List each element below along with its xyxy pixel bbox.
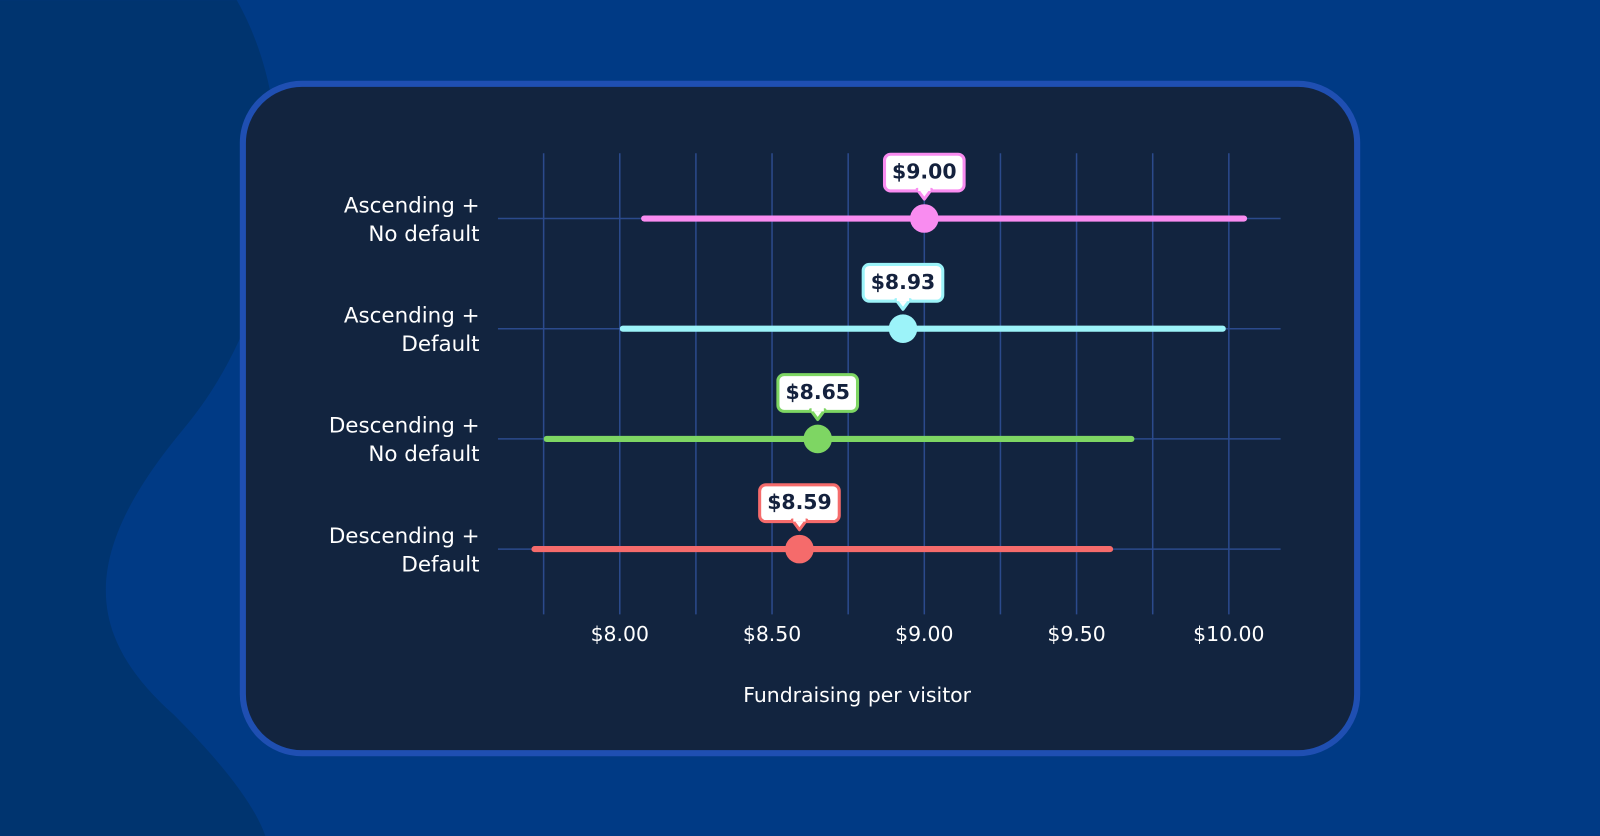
category-label: No default [368, 222, 479, 247]
value-label: $9.00 [892, 160, 957, 184]
value-label-pointer-cover [896, 297, 910, 302]
background-wave [0, 0, 278, 836]
category-label: Default [401, 552, 479, 577]
point [888, 314, 918, 343]
category-label: Descending + [329, 414, 480, 439]
point [785, 534, 814, 564]
value-label-pointer-cover [811, 407, 824, 412]
value-label-pointer-cover [793, 517, 806, 522]
card [239, 80, 1361, 757]
category-label: Descending + [329, 524, 480, 549]
x-tick-label: $8.00 [591, 622, 649, 646]
x-tick-label: $10.00 [1193, 622, 1264, 646]
point [803, 424, 833, 454]
category-label: Ascending + [344, 193, 480, 218]
point [910, 204, 939, 233]
category-label: No default [368, 442, 479, 467]
x-tick-label: $8.50 [743, 622, 801, 646]
value-label-pointer-cover [918, 186, 931, 191]
x-tick-label: $9.00 [895, 622, 953, 646]
value-label: $8.93 [871, 270, 936, 294]
x-axis-label: Fundraising per visitor [743, 683, 971, 707]
value-label: $8.59 [767, 490, 832, 514]
value-label: $8.65 [785, 380, 850, 404]
category-label: Default [401, 332, 479, 357]
x-tick-label: $9.50 [1047, 622, 1105, 646]
category-label: Ascending + [344, 303, 480, 328]
